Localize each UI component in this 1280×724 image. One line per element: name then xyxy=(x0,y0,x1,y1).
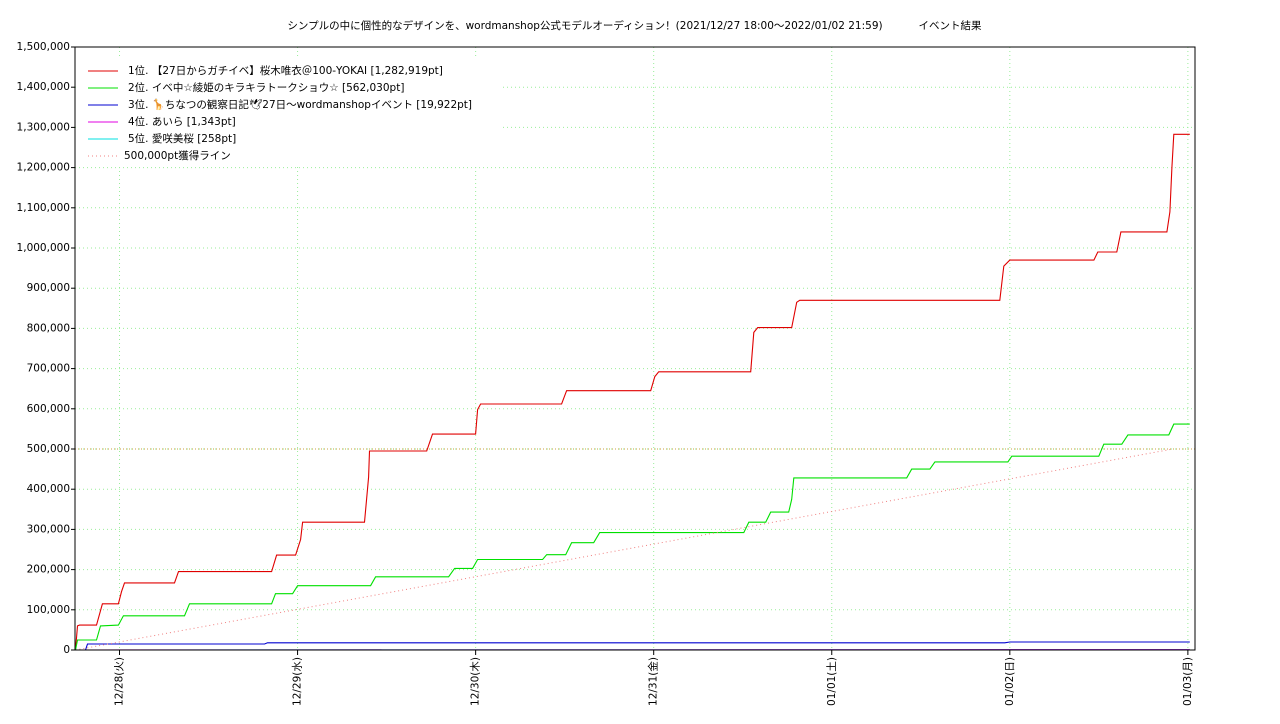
y-tick-label: 200,000 xyxy=(27,564,70,576)
legend-label: 5位. 愛咲美桜 [258pt] xyxy=(128,132,236,145)
y-tick-label: 1,400,000 xyxy=(17,81,70,93)
y-tick-label: 0 xyxy=(63,644,70,656)
legend-label: 500,000pt獲得ライン xyxy=(124,149,231,162)
x-tick-label: 01/03(月) xyxy=(1182,657,1194,706)
y-tick-label: 1,000,000 xyxy=(17,242,70,254)
chart-subtitle: イベント結果 xyxy=(919,19,982,32)
x-tick-label: 01/01(土) xyxy=(825,657,838,706)
y-tick-label: 1,500,000 xyxy=(17,41,70,53)
y-tick-label: 1,200,000 xyxy=(17,162,70,174)
y-tick-label: 600,000 xyxy=(27,403,70,415)
y-tick-label: 500,000 xyxy=(27,443,70,455)
x-tick-label: 12/29(水) xyxy=(292,657,304,706)
y-tick-label: 900,000 xyxy=(27,282,70,294)
y-tick-label: 1,100,000 xyxy=(17,202,70,214)
legend: 1位. 【27日からガチイベ】桜木唯衣＠100-YOKAI [1,282,919… xyxy=(77,57,500,167)
legend-label: 2位. イベ中☆綾姫のキラキラトークショウ☆ [562,030pt] xyxy=(128,81,404,94)
y-tick-label: 400,000 xyxy=(27,483,70,495)
x-tick-label: 12/28(火) xyxy=(114,657,126,706)
y-tick-label: 300,000 xyxy=(27,523,70,535)
legend-label: 3位. 🦒ちなつの観察日記🕊27日〜wordmanshopイベント [19,92… xyxy=(128,98,472,111)
y-tick-label: 1,300,000 xyxy=(17,121,70,133)
y-tick-label: 100,000 xyxy=(27,604,70,616)
x-tick-label: 01/02(日) xyxy=(1004,657,1016,706)
legend-label: 1位. 【27日からガチイベ】桜木唯衣＠100-YOKAI [1,282,919… xyxy=(128,64,443,77)
x-tick-label: 12/31(金) xyxy=(647,657,660,706)
chart-title: シンプルの中に個性的なデザインを、wordmanshop公式モデルオーディション… xyxy=(287,19,882,32)
legend-label: 4位. あいら [1,343pt] xyxy=(128,115,236,128)
y-tick-label: 700,000 xyxy=(27,363,70,375)
y-tick-label: 800,000 xyxy=(27,322,70,334)
x-tick-label: 12/30(木) xyxy=(470,657,482,706)
